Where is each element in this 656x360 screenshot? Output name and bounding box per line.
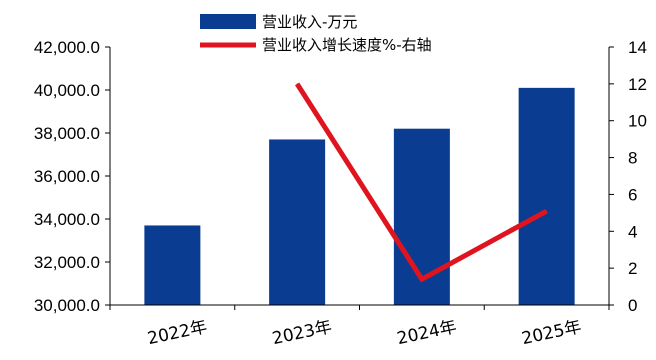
x-tick-label: 2022年 — [146, 317, 209, 349]
line-series — [295, 82, 548, 283]
left-tick-label: 36,000.0 — [34, 167, 100, 186]
right-tick-label: 4 — [628, 222, 637, 241]
right-tick-label: 6 — [628, 185, 637, 204]
x-tick-label: 2025年 — [520, 317, 583, 349]
legend-line-label: 营业收入增长速度%-右轴 — [262, 36, 432, 54]
right-tick-label: 14 — [628, 38, 647, 57]
line-point-2023年 — [296, 83, 298, 85]
line-point-2025年 — [546, 210, 548, 212]
right-tick-label: 12 — [628, 75, 647, 94]
right-tick-label: 0 — [628, 296, 637, 315]
line-point-2024年 — [421, 278, 423, 280]
left-tick-label: 42,000.0 — [34, 38, 100, 57]
axes — [105, 46, 614, 310]
right-tick-label: 2 — [628, 259, 637, 278]
left-tick-label: 30,000.0 — [34, 296, 100, 315]
bar-2025年 — [518, 87, 575, 305]
left-tick-label: 34,000.0 — [34, 210, 100, 229]
right-tick-label: 8 — [628, 149, 637, 168]
bar-2022年 — [144, 225, 201, 305]
right-tick-label: 10 — [628, 112, 647, 131]
legend-bar-swatch — [200, 14, 256, 29]
left-tick-label: 32,000.0 — [34, 253, 100, 272]
legend-bar-label: 营业收入-万元 — [262, 13, 357, 31]
bar-series — [144, 87, 575, 305]
bar-2023年 — [269, 139, 326, 305]
x-tick-label: 2024年 — [395, 317, 458, 349]
left-tick-label: 38,000.0 — [34, 124, 100, 143]
left-tick-label: 40,000.0 — [34, 81, 100, 100]
x-tick-label: 2023年 — [271, 317, 334, 349]
